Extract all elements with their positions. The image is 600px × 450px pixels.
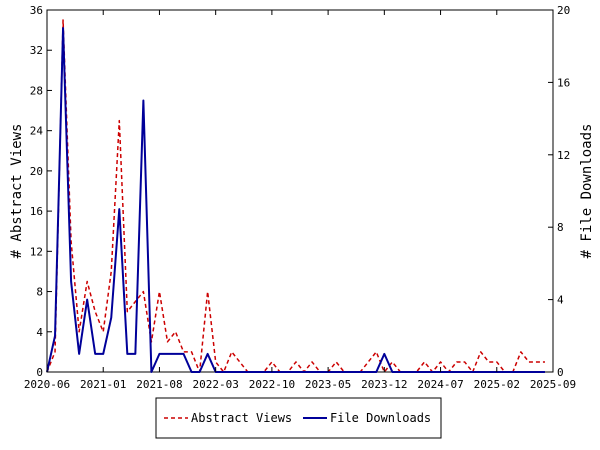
legend: Abstract Views File Downloads [155,397,442,439]
y-tick-label: 12 [30,245,43,258]
y-tick-label: 0 [36,366,43,379]
y-axis-left: 0 4 8 12 16 20 24 28 32 36 [30,4,52,379]
legend-label-abstract-views: Abstract Views [191,411,292,425]
series-line-file-downloads [46,27,545,373]
x-tick-label: 2022-03 [192,378,238,391]
y-tick-label: 28 [30,84,43,97]
series-line-abstract-views [46,19,545,373]
y2-tick-label: 4 [557,294,564,307]
y-tick-label: 24 [30,125,44,138]
y2-tick-label: 0 [557,366,564,379]
y2-tick-label: 8 [557,221,564,234]
legend-label-file-downloads: File Downloads [330,411,431,425]
y-axis-right: 0 4 8 12 16 20 [548,4,570,379]
plot-area [46,9,554,373]
y-tick-label: 16 [30,205,43,218]
x-tick-label: 2023-12 [361,378,407,391]
y-axis-title: # Abstract Views [9,124,25,259]
x-tick-label: 2025-02 [474,378,520,391]
y2-axis-title: # File Downloads [579,124,595,259]
y2-tick-label: 16 [557,76,570,89]
x-tick-label: 2021-08 [136,378,182,391]
y2-tick-label: 12 [557,149,570,162]
x-tick-label: 2023-05 [305,378,351,391]
x-tick-label: 2020-06 [24,378,70,391]
plot-frame [46,9,554,373]
x-tick-label: 2024-07 [417,378,463,391]
x-axis: 2020-06 2021-01 2021-08 2022-03 2022-10 2023-… [24,10,576,391]
x-tick-label: 2021-01 [80,378,126,391]
y-tick-label: 32 [30,44,43,57]
y-tick-label: 4 [36,326,43,339]
x-tick-label: 2022-10 [249,378,295,391]
y-tick-label: 8 [36,286,43,299]
series-layer [46,19,545,373]
y-tick-label: 36 [30,4,43,17]
legend-box [155,397,442,439]
x-tick-label: 2025-09 [530,378,576,391]
y2-tick-label: 20 [557,4,570,17]
y-tick-label: 20 [30,165,43,178]
